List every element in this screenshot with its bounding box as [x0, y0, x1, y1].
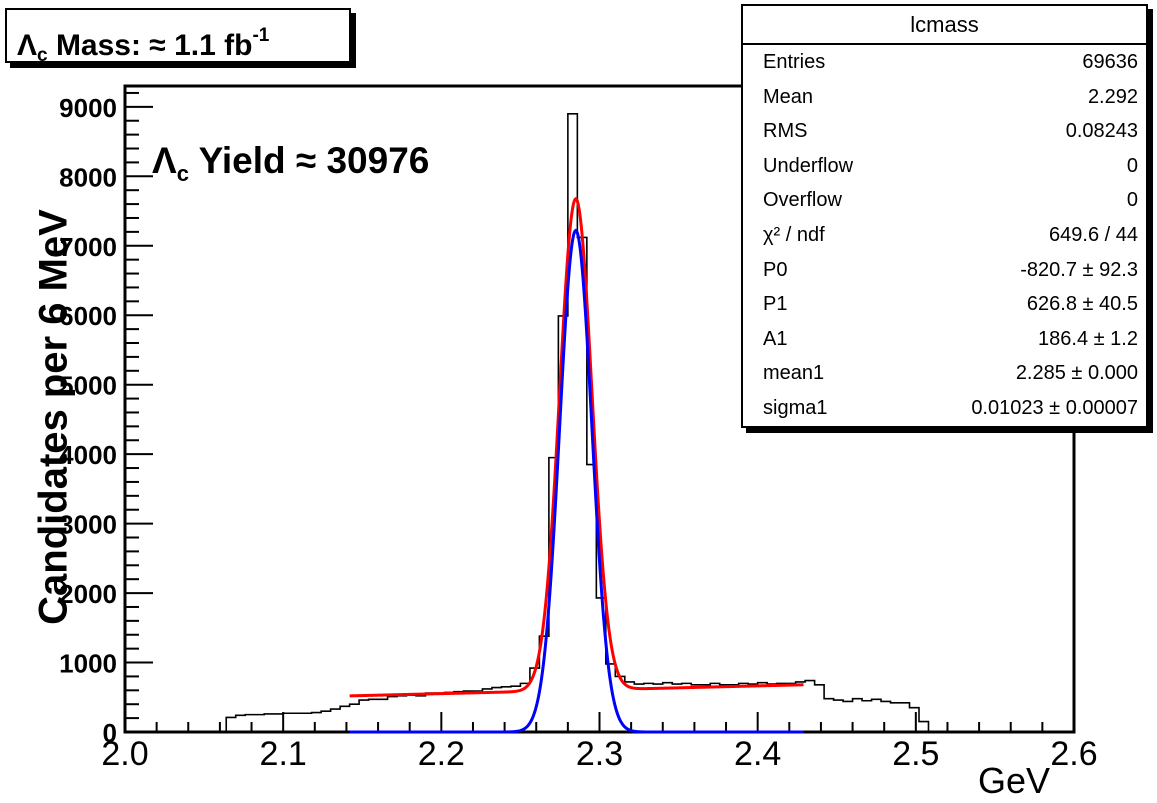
stats-row: Mean 2.292	[743, 80, 1146, 115]
x-tick-label: 2.3	[576, 735, 623, 773]
yield-annotation: Λc Yield ≈ 30976	[152, 140, 429, 187]
x-tick-label: 2.6	[1050, 735, 1097, 773]
x-axis-label: GeV	[978, 760, 1051, 801]
y-tick-label: 7000	[59, 232, 117, 262]
stats-key: RMS	[763, 120, 808, 143]
y-tick-label: 5000	[59, 371, 117, 401]
fit-curve	[349, 196, 804, 698]
stats-value: 0.08243	[1065, 120, 1138, 143]
stats-row: P1 626.8 ± 40.5	[743, 287, 1146, 322]
title-symbol: Λ	[17, 29, 38, 62]
stats-row: sigma1 0.01023 ± 0.00007	[743, 391, 1146, 426]
stats-key: Overflow	[763, 189, 842, 212]
y-axis-label: Candidates per 6 MeV	[31, 209, 76, 625]
stats-rows: Entries 69636 Mean 2.292 RMS 0.08243 Underflow…	[743, 45, 1146, 426]
stats-title: lcmass	[743, 6, 1146, 45]
stats-value: 69636	[1082, 51, 1138, 73]
yield-subscript: c	[176, 161, 189, 186]
stats-value: -820.7 ± 92.3	[1020, 258, 1138, 281]
stats-row: A1 186.4 ± 1.2	[743, 322, 1146, 357]
stats-row: χ² / ndf 649.6 / 44	[743, 218, 1146, 253]
stats-row: RMS 0.08243	[743, 114, 1146, 149]
y-tick-label: 3000	[59, 510, 117, 540]
title-subscript: c	[37, 45, 48, 66]
x-tick-label: 2.1	[260, 735, 307, 773]
stats-value: 0.01023 ± 0.00007	[971, 396, 1138, 419]
stats-row: mean1 2.285 ± 0.000	[743, 356, 1146, 391]
x-tick-label: 2.4	[734, 735, 781, 773]
stats-key: P0	[763, 258, 788, 281]
y-tick-label: 6000	[59, 301, 117, 331]
stats-key: P1	[763, 293, 788, 316]
x-tick-label: 2.0	[101, 735, 148, 773]
stats-box: lcmass Entries 69636 Mean 2.292 RMS 0.08243 Un…	[741, 4, 1148, 428]
y-tick-label: 8000	[59, 162, 117, 192]
x-tick-label: 2.2	[418, 735, 465, 773]
stats-key: Underflow	[763, 154, 854, 177]
stats-value: 2.292	[1087, 85, 1138, 108]
stats-value: 626.8 ± 40.5	[1026, 293, 1138, 316]
signal-curve	[349, 228, 804, 734]
y-tick-label: 0	[103, 718, 117, 748]
y-tick-label: 4000	[59, 440, 117, 470]
stats-key: Entries	[763, 51, 826, 73]
stats-key: χ² / ndf	[763, 223, 825, 246]
stats-row: Entries 69636	[743, 45, 1146, 80]
stats-row: Underflow 0	[743, 149, 1146, 184]
stats-value: 186.4 ± 1.2	[1038, 327, 1138, 350]
stats-key: sigma1	[763, 396, 828, 419]
stats-value: 0	[1126, 189, 1138, 212]
stats-key: Mean	[763, 85, 814, 108]
title-box: Λc Mass: ≈ 1.1 fb-1	[5, 8, 351, 66]
y-tick-label: 1000	[59, 649, 117, 679]
yield-symbol: Λ	[152, 140, 177, 181]
stats-row: Overflow 0	[743, 183, 1146, 218]
title-text: Mass: ≈ 1.1 fb	[55, 29, 253, 62]
y-tick-label: 2000	[59, 579, 117, 609]
chart-marks	[125, 112, 1074, 734]
stats-key: A1	[763, 327, 788, 350]
yield-text: Yield ≈ 30976	[198, 140, 430, 181]
title-superscript: -1	[252, 25, 270, 46]
y-tick-label: 9000	[59, 93, 117, 123]
stats-value: 2.285 ± 0.000	[1015, 362, 1138, 385]
stats-value: 0	[1126, 154, 1138, 177]
stats-row: P0 -820.7 ± 92.3	[743, 253, 1146, 288]
axes: 2.0 2.1 2.2 2.3 2.4 2.5 2.6 0 1000 2000 3000 4000 50…	[59, 91, 1098, 773]
stats-value: 649.6 / 44	[1049, 223, 1138, 246]
stats-key: mean1	[763, 362, 825, 385]
x-tick-label: 2.5	[892, 735, 939, 773]
